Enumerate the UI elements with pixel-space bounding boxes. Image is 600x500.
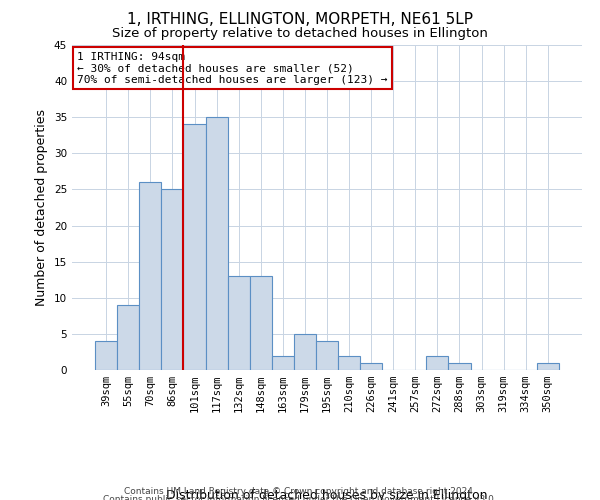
Text: Size of property relative to detached houses in Ellington: Size of property relative to detached ho… — [112, 28, 488, 40]
Y-axis label: Number of detached properties: Number of detached properties — [35, 109, 49, 306]
Bar — [250, 276, 272, 370]
Bar — [227, 276, 250, 370]
Bar — [139, 182, 161, 370]
Bar — [95, 341, 117, 370]
Bar — [537, 363, 559, 370]
Text: Contains public sector information licensed under the Open Government Licence v3: Contains public sector information licen… — [103, 495, 497, 500]
Bar — [316, 341, 338, 370]
Text: Contains HM Land Registry data © Crown copyright and database right 2024.: Contains HM Land Registry data © Crown c… — [124, 488, 476, 496]
Bar — [427, 356, 448, 370]
Text: 1, IRTHING, ELLINGTON, MORPETH, NE61 5LP: 1, IRTHING, ELLINGTON, MORPETH, NE61 5LP — [127, 12, 473, 28]
Bar — [161, 190, 184, 370]
Bar — [360, 363, 382, 370]
Text: 1 IRTHING: 94sqm
← 30% of detached houses are smaller (52)
70% of semi-detached : 1 IRTHING: 94sqm ← 30% of detached house… — [77, 52, 388, 84]
X-axis label: Distribution of detached houses by size in Ellington: Distribution of detached houses by size … — [166, 489, 488, 500]
Bar — [294, 334, 316, 370]
Bar — [206, 117, 227, 370]
Bar — [448, 363, 470, 370]
Bar — [117, 305, 139, 370]
Bar — [272, 356, 294, 370]
Bar — [338, 356, 360, 370]
Bar — [184, 124, 206, 370]
